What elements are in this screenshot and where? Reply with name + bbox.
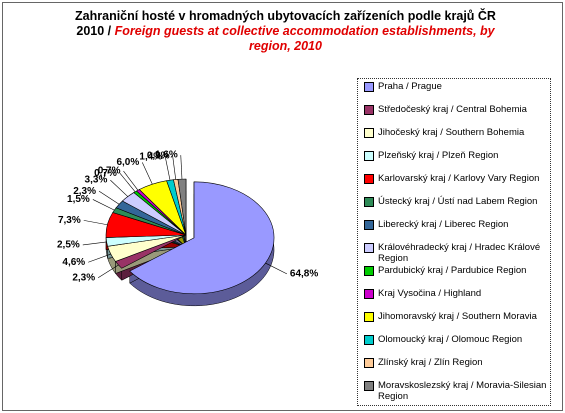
leader-line [83,220,108,226]
legend-swatch [364,358,374,368]
leader-line [123,170,139,191]
chart-title: Zahraniční hosté v hromadných ubytovacíc… [75,9,496,38]
data-label: 2,5% [57,240,80,251]
data-label: 2,3% [72,272,95,283]
legend-label: Jihočeský kraj / Southern Bohemia [378,127,525,138]
data-label: 7,3% [58,215,81,226]
legend-item: Ústecký kraj / Ústí nad Labem Region [364,196,550,219]
data-label: 3,3% [85,175,108,186]
chart-subtitle: Foreign guests at collective accommodati… [114,24,495,53]
legend-label: Praha / Prague [378,81,442,92]
leader-line [110,179,129,197]
leader-line [141,162,153,185]
legend-item: Praha / Prague [364,81,550,104]
legend-label: Kraj Vysočina / Highland [378,288,482,299]
leader-line [172,155,177,180]
legend-swatch [364,105,374,115]
legend-label: Moravskoslezský kraj / Moravia-Silesian … [378,380,547,402]
data-label: 0,9% [147,150,170,161]
legend-item: Plzeňský kraj / Plzeň Region [364,150,550,173]
data-label: 0,7% [98,166,121,177]
data-label: 1,4% [139,151,162,162]
legend-label: Středočeský kraj / Central Bohemia [378,104,527,115]
leader-line [82,241,107,246]
leader-line [164,156,171,181]
legend-item: Středočeský kraj / Central Bohemia [364,104,550,127]
legend-swatch [364,174,374,184]
legend-item: Jihočeský kraj / Southern Bohemia [364,127,550,150]
legend-item: Liberecký kraj / Liberec Region [364,219,550,242]
legend-item: Karlovarský kraj / Karlovy Vary Region [364,173,550,196]
data-label: 1,5% [67,194,90,205]
legend-label: Olomoucký kraj / Olomouc Region [378,334,523,345]
legend-swatch [364,289,374,299]
legend-label: Ústecký kraj / Ústí nad Labem Region [378,196,538,207]
legend-swatch [364,220,374,230]
slice [129,181,275,295]
legend-label: Plzeňský kraj / Plzeň Region [378,150,499,161]
data-label: 4,6% [62,257,85,268]
legend-item: Královéhradecký kraj / Hradec Králové Re… [364,242,550,265]
legend-swatch [364,335,374,345]
legend-item: Pardubický kraj / Pardubice Region [364,265,550,288]
data-label: 64,8% [290,268,318,279]
leader-line [265,262,288,275]
chart-title-block: Zahraniční hosté v hromadných ubytovacíc… [63,9,508,54]
legend-item: Jihomoravský kraj / Southern Moravia [364,311,550,334]
legend-swatch [364,128,374,138]
legend-label: Liberecký kraj / Liberec Region [378,219,509,230]
legend-label: Pardubický kraj / Pardubice Region [378,265,527,276]
leader-line [119,173,136,192]
legend-swatch [364,266,374,276]
data-label: 6,0% [116,157,139,168]
data-label: 1,6% [155,150,178,161]
legend-swatch [364,381,374,391]
legend-label: Královéhradecký kraj / Hradec Králové Re… [378,242,541,264]
legend-swatch [364,243,374,253]
legend-swatch [364,197,374,207]
legend: Praha / Prague Středočeský kraj / Central… [357,78,551,406]
data-label: 0,7% [94,168,117,179]
legend-label: Karlovarský kraj / Karlovy Vary Region [378,173,540,184]
leader-line [180,155,183,180]
data-label: 2,3% [73,186,96,197]
legend-item: Kraj Vysočina / Highland [364,288,550,311]
leader-line [97,264,119,279]
leader-line [98,190,120,205]
leader-line [92,199,115,211]
legend-item: Zlínský kraj / Zlín Region [364,357,550,380]
legend-item: Olomoucký kraj / Olomouc Region [364,334,550,357]
legend-swatch [364,151,374,161]
legend-item: Moravskoslezský kraj / Moravia-Silesian … [364,380,550,403]
legend-swatch [364,82,374,92]
chart: 64,8%2,3%4,6%2,5%7,3%1,5%2,3%3,3%0,7%0,7… [57,150,318,307]
legend-swatch [364,312,374,322]
leader-line [88,253,111,263]
legend-label: Zlínský kraj / Zlín Region [378,357,483,368]
legend-label: Jihomoravský kraj / Southern Moravia [378,311,537,322]
